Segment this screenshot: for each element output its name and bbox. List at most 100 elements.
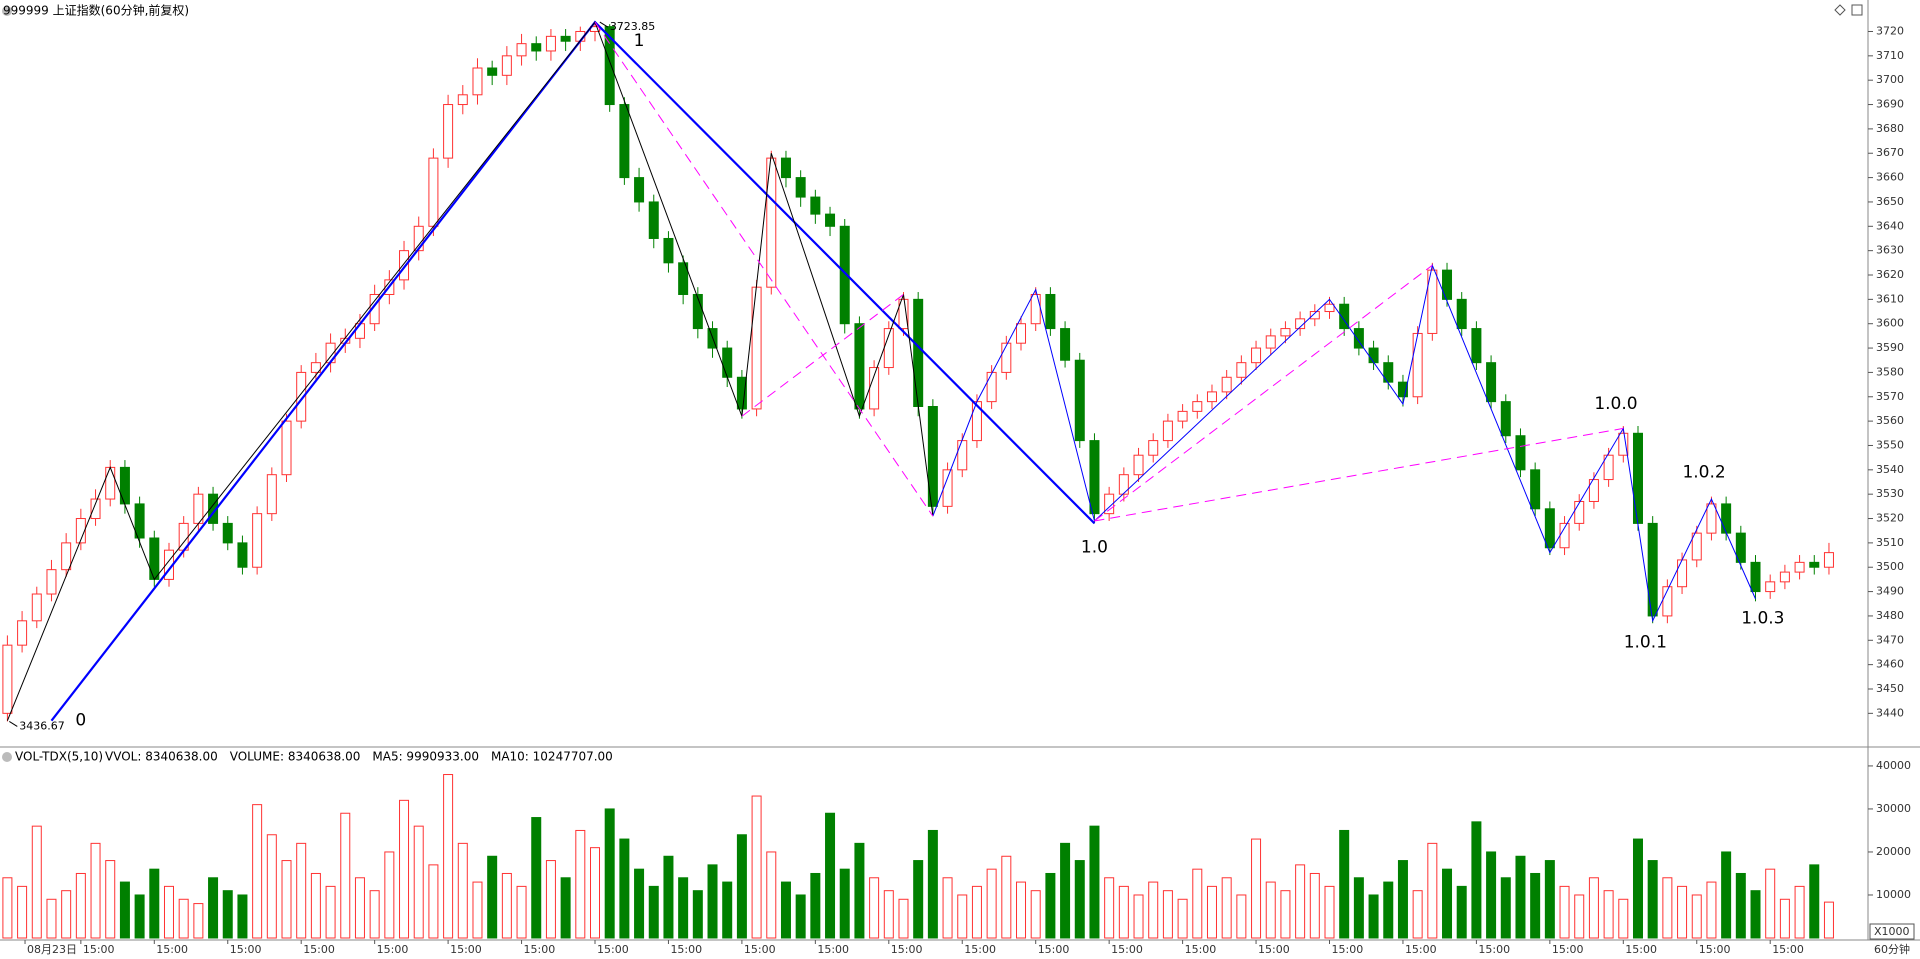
x-tick-label: 15:00 xyxy=(744,943,776,956)
candle-body xyxy=(648,201,659,239)
volume-bar xyxy=(1588,877,1599,939)
candle-body xyxy=(1456,298,1467,330)
volume-bar xyxy=(1750,890,1761,939)
price-pointer xyxy=(9,721,18,727)
candle-body xyxy=(1779,571,1790,583)
y-tick-label: 3490 xyxy=(1876,585,1904,598)
volume-bar xyxy=(678,877,689,939)
candle-body xyxy=(1045,293,1056,330)
candle-body xyxy=(1486,362,1497,403)
volume-bar xyxy=(61,890,72,939)
y-tick-label: 20000 xyxy=(1876,845,1911,858)
y-tick-label: 3520 xyxy=(1876,512,1904,525)
volume-bar xyxy=(854,842,865,939)
volume-bar xyxy=(1251,838,1262,939)
volume-bar xyxy=(751,795,762,939)
volume-bar xyxy=(134,894,145,939)
candle-body xyxy=(1412,332,1423,398)
candle-body xyxy=(413,225,424,252)
x-tick-label: 15:00 xyxy=(817,943,849,956)
candle-body xyxy=(1192,401,1203,412)
candle-body xyxy=(1706,503,1717,534)
candle-body xyxy=(1295,318,1306,330)
y-tick-label: 3710 xyxy=(1876,49,1904,62)
volume-bar xyxy=(1632,838,1643,939)
x-tick-label: 15:00 xyxy=(1699,943,1731,956)
candle-body xyxy=(839,225,850,325)
wave-label: 1.0.1 xyxy=(1624,633,1667,653)
wave-line xyxy=(1094,264,1433,522)
candle-body xyxy=(913,298,924,408)
volume-bar xyxy=(46,898,57,939)
x-tick-label: 15:00 xyxy=(377,943,409,956)
candle-body xyxy=(134,503,145,539)
volume-bar xyxy=(1060,842,1071,939)
volume-bar xyxy=(927,829,938,939)
wave-label: 1.0.0 xyxy=(1594,394,1637,414)
wave-line xyxy=(6,21,934,721)
volume-bar xyxy=(736,834,747,939)
volume-bar xyxy=(1221,877,1232,939)
y-tick-label: 3450 xyxy=(1876,682,1904,695)
x-tick-label: 15:00 xyxy=(1038,943,1070,956)
candle-body xyxy=(428,157,439,227)
volume-bar xyxy=(1765,868,1776,939)
candle-body xyxy=(957,440,968,471)
price-label: 3436.67 xyxy=(19,719,65,732)
candle-body xyxy=(1662,586,1673,617)
candle-body xyxy=(678,262,689,295)
volume-bar xyxy=(1206,885,1217,939)
unit-box xyxy=(1869,923,1915,940)
volume-bar xyxy=(1823,901,1834,939)
volume-bar xyxy=(531,817,542,939)
volume-bar xyxy=(766,851,777,939)
diamond-icon[interactable] xyxy=(1834,4,1846,16)
volume-bar xyxy=(1339,829,1350,939)
candle-body xyxy=(1339,303,1350,330)
volume-bar xyxy=(487,855,498,939)
y-tick-label: 3510 xyxy=(1876,536,1904,549)
volume-bar xyxy=(1089,825,1100,939)
candle-body xyxy=(1588,479,1599,502)
volume-bar xyxy=(780,881,791,939)
volume-bar xyxy=(1397,860,1408,939)
candle-body xyxy=(1574,500,1585,524)
menu-icon[interactable] xyxy=(2,6,12,16)
candle-body xyxy=(1765,581,1776,593)
legend-entry: VOLUME: 8340638.00 xyxy=(230,750,361,764)
candle-body xyxy=(1544,508,1555,549)
wave-label: 1.0.2 xyxy=(1682,462,1725,482)
candle-body xyxy=(780,157,791,179)
candle-body xyxy=(1735,532,1746,563)
candle-body xyxy=(1691,532,1702,561)
y-tick-label: 3690 xyxy=(1876,98,1904,111)
window-icon[interactable] xyxy=(1851,4,1863,16)
candle-body xyxy=(237,542,248,568)
candle-body xyxy=(252,513,263,568)
candle-body xyxy=(1251,347,1262,364)
volume-title: VOL-TDX(5,10) xyxy=(15,750,103,764)
volume-bar xyxy=(1133,894,1144,939)
candle-body xyxy=(1603,454,1614,481)
wave-label: 1 xyxy=(634,31,645,51)
candle-body xyxy=(795,177,806,198)
unit-label: X1000 xyxy=(1874,925,1910,938)
volume-bar xyxy=(1104,877,1115,939)
volume-bar xyxy=(1735,872,1746,939)
volume-bar xyxy=(1471,821,1482,939)
volume-bar xyxy=(1368,894,1379,939)
volume-bar xyxy=(648,885,659,939)
y-tick-label: 3610 xyxy=(1876,292,1904,305)
candle-body xyxy=(1221,376,1232,393)
candle-body xyxy=(501,55,512,76)
volume-bar xyxy=(384,851,395,939)
candle-body xyxy=(1133,454,1144,476)
price-label: 3723.85 xyxy=(610,20,656,33)
volume-bar xyxy=(369,890,380,939)
x-tick-label: 15:00 xyxy=(83,943,115,956)
menu-icon[interactable] xyxy=(2,752,12,762)
y-tick-label: 3440 xyxy=(1876,706,1904,719)
y-tick-label: 3560 xyxy=(1876,414,1904,427)
candle-body xyxy=(1647,522,1658,617)
volume-bar xyxy=(1721,851,1732,939)
